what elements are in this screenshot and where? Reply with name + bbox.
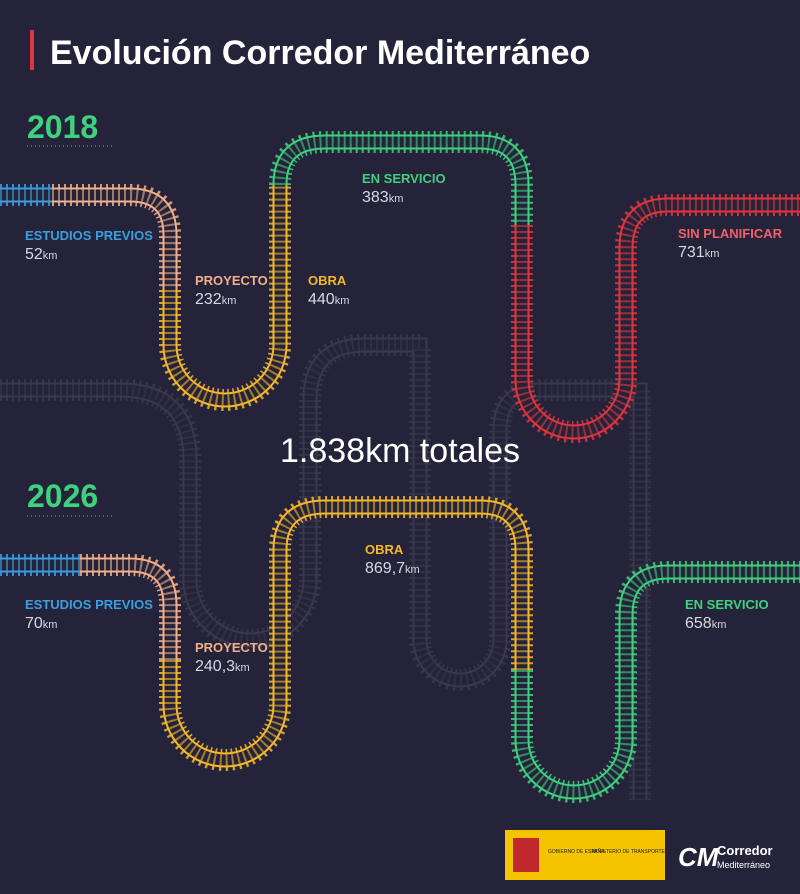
stage-number: 658 xyxy=(685,615,712,632)
stage-unit: km xyxy=(222,295,237,307)
stage-label: OBRA xyxy=(365,542,404,557)
stage-unit: km xyxy=(43,619,58,631)
track-inner xyxy=(80,559,176,660)
stage-value: 240,3km xyxy=(195,658,250,675)
track-rails xyxy=(0,337,648,800)
track-inner xyxy=(0,339,646,800)
track-ties-inner xyxy=(274,136,528,225)
stage-value: 440km xyxy=(308,291,349,308)
stage-unit: km xyxy=(705,248,720,260)
stage-unit: km xyxy=(389,193,404,205)
stage-label: ESTUDIOS PREVIOS xyxy=(25,228,153,243)
year: 2018 xyxy=(27,109,98,145)
stage-label: ESTUDIOS PREVIOS xyxy=(25,597,153,612)
title: Evolución Corredor Mediterráneo xyxy=(50,34,590,72)
ministry-text: MINISTERIO DE TRANSPORTES Y MOVILIDAD SO… xyxy=(592,849,735,855)
track-ties xyxy=(0,334,651,800)
track-inner xyxy=(164,185,286,406)
track-ties-inner xyxy=(516,566,800,798)
stage-value: 658km xyxy=(685,615,726,632)
stage-number: 232 xyxy=(195,291,222,308)
gov-text: GOBIERNO DE ESPAÑA xyxy=(548,848,605,855)
brand-sub: Mediterráneo xyxy=(717,860,770,870)
stage-number: 383 xyxy=(362,189,389,206)
stage-value: 731km xyxy=(678,244,719,261)
stage-value: 52km xyxy=(25,246,57,263)
stage-unit: km xyxy=(712,619,727,631)
stage-number: 70 xyxy=(25,615,43,632)
stage-number: 52 xyxy=(25,246,43,263)
brand: Corredor xyxy=(717,843,773,858)
stage-number: 731 xyxy=(678,244,705,261)
track-ties-inner xyxy=(516,199,800,438)
stage-number: 440 xyxy=(308,291,335,308)
stage-label: SIN PLANIFICAR xyxy=(678,226,783,241)
title-bar xyxy=(30,30,34,70)
stage-value: 869,7km xyxy=(365,560,420,577)
stage-unit: km xyxy=(335,295,350,307)
year: 2026 xyxy=(27,478,98,514)
stage-value: 383km xyxy=(362,189,403,206)
faint-tracks xyxy=(0,334,651,800)
track-ties-inner xyxy=(0,339,646,800)
stage-unit: km xyxy=(405,564,420,576)
track-ties-inner xyxy=(164,501,528,766)
brand-mark: CM xyxy=(678,842,720,872)
stage-number: 869,7 xyxy=(365,560,405,577)
stage-label: EN SERVICIO xyxy=(685,597,769,612)
stage-label: OBRA xyxy=(308,273,347,288)
stage-label: EN SERVICIO xyxy=(362,171,446,186)
stage-value: 70km xyxy=(25,615,57,632)
stage-unit: km xyxy=(235,662,250,674)
stage-number: 240,3 xyxy=(195,658,235,675)
stage-value: 232km xyxy=(195,291,236,308)
coat-of-arms xyxy=(513,838,539,872)
total: 1.838km totales xyxy=(280,432,520,470)
stage-label: PROYECTO xyxy=(195,273,268,288)
labels: ESTUDIOS PREVIOS52kmPROYECTO232kmOBRA440… xyxy=(25,171,783,675)
stage-label: PROYECTO xyxy=(195,640,268,655)
tracks xyxy=(0,131,800,803)
stage-unit: km xyxy=(43,250,58,262)
track-ties-inner xyxy=(52,189,176,290)
